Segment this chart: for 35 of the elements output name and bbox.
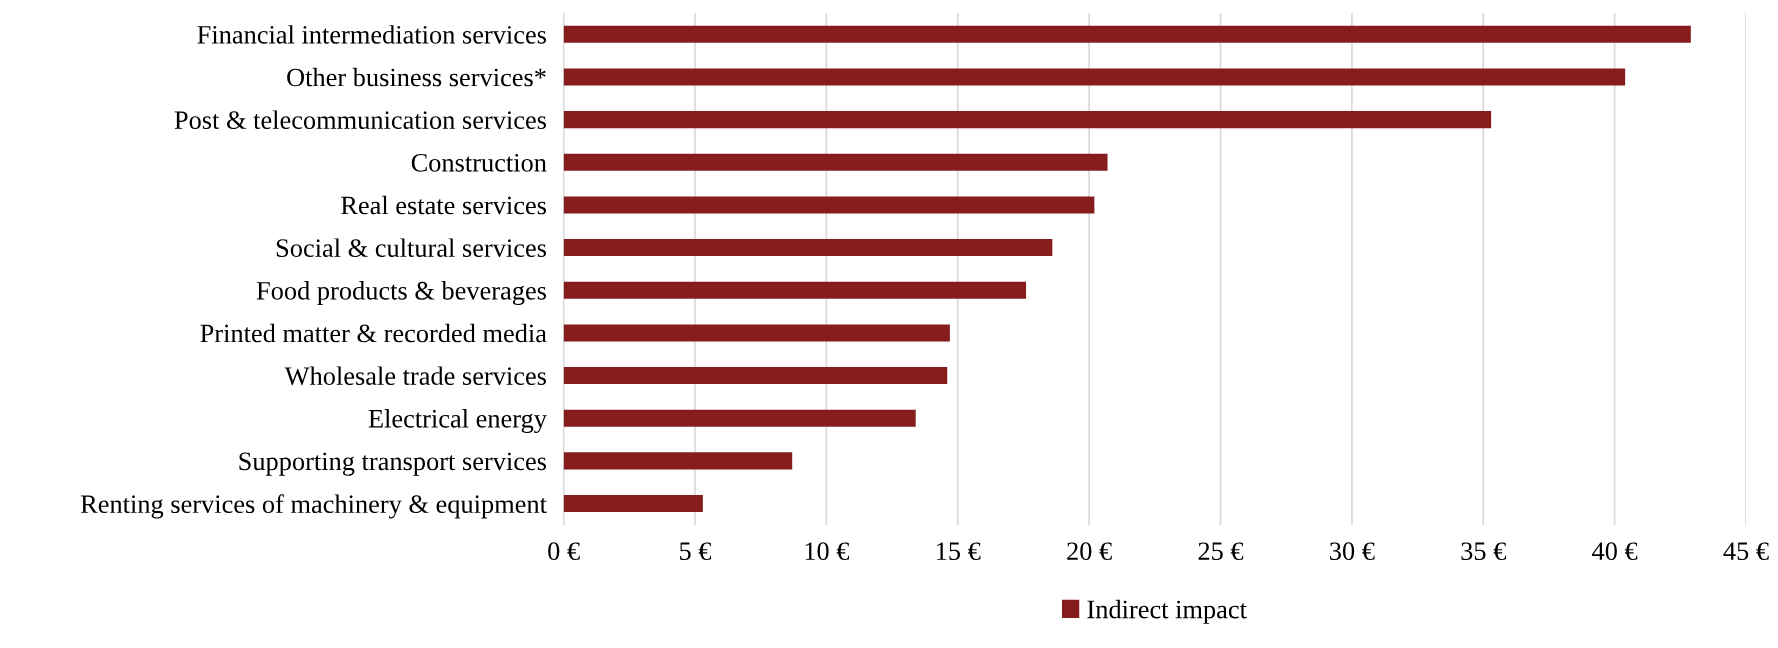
x-tick-label: 35 € xyxy=(1461,542,1506,561)
bar xyxy=(563,324,950,342)
y-tick-label: Other business services* xyxy=(287,67,546,87)
y-tick-label: Wholesale trade services xyxy=(284,366,546,386)
bar xyxy=(563,495,703,513)
y-tick-label: Supporting transport services xyxy=(239,452,546,476)
x-tick-label: 45 € xyxy=(1723,542,1769,561)
y-tick-label: Financial intermediation services xyxy=(197,25,546,44)
x-tick-label: 0 € xyxy=(548,542,580,561)
y-tick-label: Construction xyxy=(411,153,547,172)
y-tick-label: Social & cultural services xyxy=(276,238,546,258)
bar xyxy=(563,25,1691,43)
x-tick-label: 5 € xyxy=(680,542,712,561)
y-tick-label: Electrical energy xyxy=(368,409,547,434)
bar xyxy=(563,409,916,427)
y-tick-label: Post & telecommunication services xyxy=(174,110,546,130)
y-tick-label: Renting services of machinery & equipment xyxy=(80,494,547,519)
x-tick-label: 30 € xyxy=(1330,542,1375,561)
x-tick-label: 25 € xyxy=(1198,542,1244,561)
x-tick-label: 10 € xyxy=(805,542,850,561)
bar xyxy=(563,68,1626,86)
bar xyxy=(563,153,1108,171)
bar xyxy=(563,452,793,470)
legend-label: Indirect impact xyxy=(1087,599,1247,624)
x-tick-label: 15 € xyxy=(936,542,981,561)
x-tick-label: 40 € xyxy=(1592,542,1638,561)
y-tick-label: Printed matter & recorded media xyxy=(200,323,547,343)
bar xyxy=(563,111,1492,129)
bar xyxy=(563,281,1027,299)
y-tick-label: Real estate services xyxy=(341,195,546,215)
bar xyxy=(563,196,1095,214)
x-tick-label: 20 € xyxy=(1067,542,1112,561)
y-tick-label: Food products & beverages xyxy=(256,281,546,306)
bar xyxy=(563,239,1053,257)
bar xyxy=(563,367,948,385)
